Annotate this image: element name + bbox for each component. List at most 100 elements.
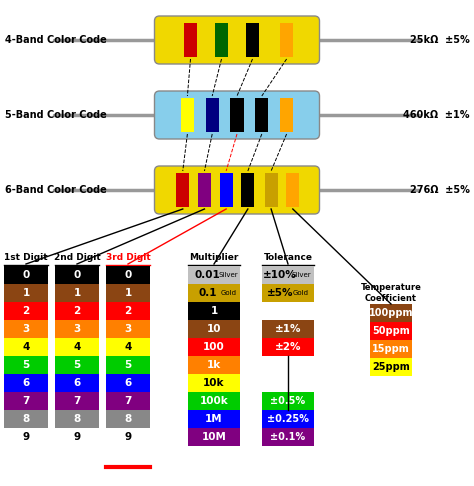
FancyBboxPatch shape	[155, 16, 319, 64]
Bar	[55, 266, 99, 284]
Text: 1: 1	[73, 288, 81, 298]
Bar	[55, 356, 99, 374]
Text: 8: 8	[124, 414, 132, 424]
Bar	[286, 173, 300, 207]
Text: Silver: Silver	[291, 272, 311, 278]
Text: ±10%: ±10%	[264, 270, 297, 280]
Bar	[280, 98, 293, 132]
Bar	[246, 23, 259, 57]
Text: 4-Band Color Code: 4-Band Color Code	[5, 35, 107, 45]
Bar	[4, 410, 48, 428]
Text: 100k: 100k	[200, 396, 228, 406]
Text: 15ppm: 15ppm	[372, 344, 410, 354]
Bar	[4, 338, 48, 356]
Text: 7: 7	[124, 396, 132, 406]
Text: 3: 3	[73, 324, 81, 334]
Text: Multiplier: Multiplier	[189, 253, 239, 261]
Bar	[370, 304, 412, 322]
Bar	[219, 173, 233, 207]
FancyBboxPatch shape	[155, 91, 319, 139]
Bar	[55, 284, 99, 302]
Bar	[4, 302, 48, 320]
Bar	[106, 302, 150, 320]
Text: 2: 2	[124, 306, 132, 316]
Bar	[106, 410, 150, 428]
Bar	[262, 320, 314, 338]
Bar	[4, 320, 48, 338]
Bar	[4, 284, 48, 302]
Bar	[188, 266, 240, 284]
Text: 7: 7	[73, 396, 81, 406]
Bar	[370, 340, 412, 358]
Text: Gold: Gold	[220, 290, 237, 296]
Bar	[230, 98, 244, 132]
Text: 5-Band Color Code: 5-Band Color Code	[5, 110, 107, 120]
Bar	[188, 320, 240, 338]
Bar	[55, 428, 99, 446]
Text: 100ppm: 100ppm	[369, 308, 413, 318]
Bar	[184, 23, 197, 57]
Text: 1: 1	[124, 288, 132, 298]
Text: 5: 5	[22, 360, 29, 370]
Bar	[215, 23, 228, 57]
Text: 10M: 10M	[201, 432, 227, 442]
Bar	[264, 173, 278, 207]
Text: 0: 0	[124, 270, 132, 280]
Text: 4: 4	[73, 342, 81, 352]
Text: 2nd Digit: 2nd Digit	[54, 253, 100, 261]
Text: Temperature
Coefficient: Temperature Coefficient	[361, 283, 421, 303]
Text: ±5%: ±5%	[267, 288, 293, 298]
Text: 5: 5	[124, 360, 132, 370]
Bar	[198, 173, 211, 207]
Text: 0.01: 0.01	[195, 270, 220, 280]
Bar	[255, 98, 268, 132]
Bar	[262, 428, 314, 446]
Text: 3rd Digit: 3rd Digit	[106, 253, 150, 261]
Bar	[4, 356, 48, 374]
Text: Gold: Gold	[293, 290, 309, 296]
Text: ±0.1%: ±0.1%	[271, 432, 306, 442]
Bar	[4, 266, 48, 284]
Bar	[55, 374, 99, 392]
Text: 6: 6	[124, 378, 132, 388]
Bar	[4, 374, 48, 392]
Bar	[370, 358, 412, 376]
Text: 2: 2	[22, 306, 29, 316]
Bar	[188, 338, 240, 356]
Bar	[188, 374, 240, 392]
Text: 3: 3	[22, 324, 29, 334]
Text: 4: 4	[124, 342, 132, 352]
Text: 1M: 1M	[205, 414, 223, 424]
Bar	[188, 392, 240, 410]
Text: 3: 3	[124, 324, 132, 334]
Text: 1: 1	[22, 288, 29, 298]
Text: 276Ω  ±5%: 276Ω ±5%	[410, 185, 470, 195]
Text: 8: 8	[22, 414, 29, 424]
Bar	[106, 356, 150, 374]
Text: 1st Digit: 1st Digit	[4, 253, 48, 261]
Text: 0: 0	[22, 270, 29, 280]
Text: 1: 1	[210, 306, 218, 316]
Bar	[262, 266, 314, 284]
Text: 4: 4	[22, 342, 30, 352]
Text: Tolerance: Tolerance	[264, 253, 312, 261]
FancyBboxPatch shape	[155, 166, 319, 214]
Text: Silver: Silver	[219, 272, 238, 278]
Bar	[262, 338, 314, 356]
Text: ±2%: ±2%	[275, 342, 301, 352]
Bar	[4, 392, 48, 410]
Text: 1k: 1k	[207, 360, 221, 370]
Text: 0: 0	[73, 270, 81, 280]
Text: 10k: 10k	[203, 378, 225, 388]
Bar	[181, 98, 194, 132]
Bar	[55, 320, 99, 338]
Text: 50ppm: 50ppm	[372, 326, 410, 336]
Text: ±0.5%: ±0.5%	[271, 396, 306, 406]
Bar	[55, 302, 99, 320]
Text: 7: 7	[22, 396, 30, 406]
Bar	[188, 410, 240, 428]
Bar	[188, 428, 240, 446]
Bar	[241, 173, 255, 207]
Text: ±1%: ±1%	[275, 324, 301, 334]
Bar	[106, 338, 150, 356]
